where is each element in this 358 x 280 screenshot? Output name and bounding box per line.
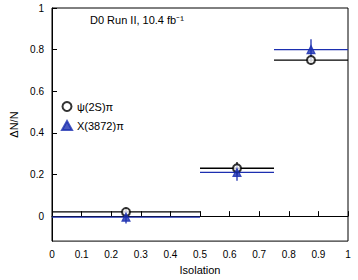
svg-text:0.3: 0.3 xyxy=(134,249,148,260)
svg-text:D0 Run II, 10.4 fb⁻¹: D0 Run II, 10.4 fb⁻¹ xyxy=(90,14,184,26)
svg-text:0.2: 0.2 xyxy=(30,169,44,180)
svg-text:0.4: 0.4 xyxy=(30,127,44,138)
svg-text:0.6: 0.6 xyxy=(30,86,44,97)
svg-text:Isolation: Isolation xyxy=(180,264,221,276)
svg-text:X(3872)π: X(3872)π xyxy=(77,120,124,132)
svg-text:0.6: 0.6 xyxy=(223,249,237,260)
svg-text:0.4: 0.4 xyxy=(163,249,177,260)
svg-text:0.7: 0.7 xyxy=(252,249,266,260)
svg-text:0: 0 xyxy=(38,211,44,222)
svg-text:1: 1 xyxy=(38,3,44,14)
svg-text:ψ(2S)π: ψ(2S)π xyxy=(77,101,114,113)
svg-text:0.8: 0.8 xyxy=(30,44,44,55)
svg-text:0.2: 0.2 xyxy=(104,249,118,260)
svg-text:0.9: 0.9 xyxy=(311,249,325,260)
svg-text:0.8: 0.8 xyxy=(282,249,296,260)
svg-text:0.5: 0.5 xyxy=(193,249,207,260)
svg-text:ΔN/N: ΔN/N xyxy=(8,111,20,137)
svg-text:0.1: 0.1 xyxy=(75,249,89,260)
svg-text:1: 1 xyxy=(345,249,351,260)
svg-text:0: 0 xyxy=(49,249,55,260)
